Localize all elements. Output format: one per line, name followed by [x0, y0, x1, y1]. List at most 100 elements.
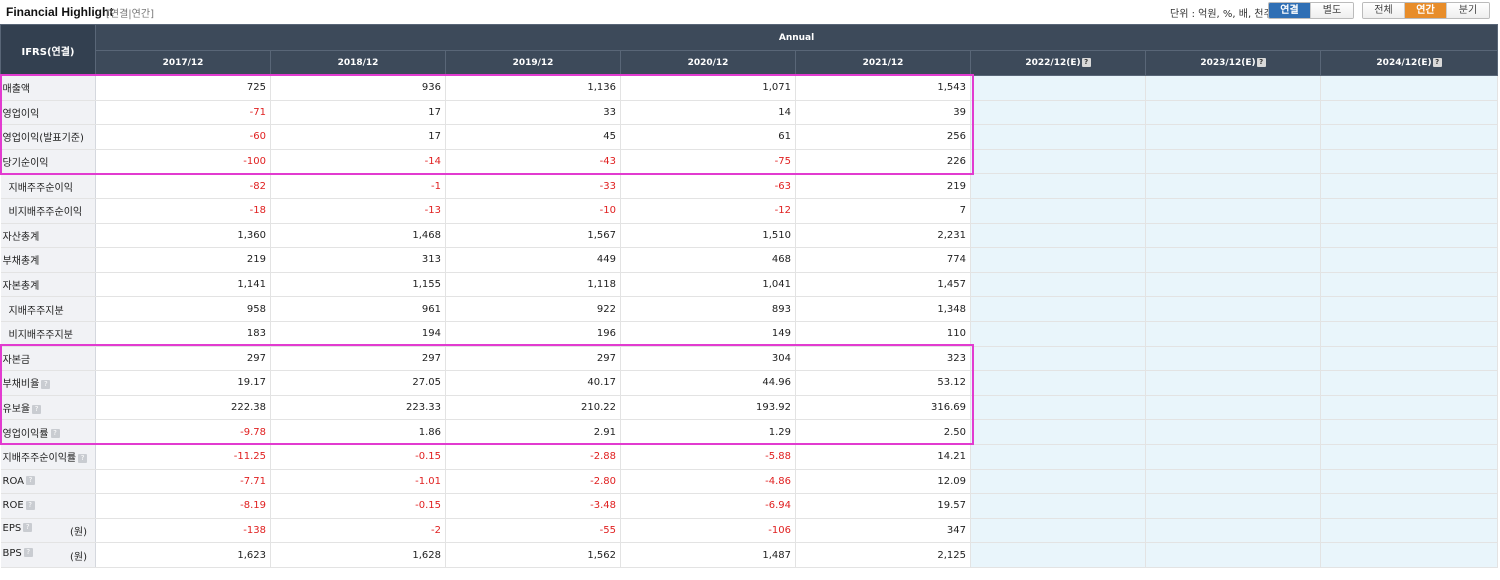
value-cell: -138 [95, 518, 271, 544]
all-periods-button[interactable]: 전체 [1363, 3, 1405, 18]
table-row: 유보율? 222.38 223.33 210.22 193.92 316.69 [0, 395, 1499, 421]
value-cell: 2,231 [795, 223, 971, 249]
estimate-cell [1145, 223, 1321, 249]
estimate-cell [1145, 296, 1321, 322]
table-row: 자본총계 1,141 1,155 1,118 1,041 1,457 [0, 272, 1499, 298]
value-cell: 1,510 [620, 223, 796, 249]
value-cell: 449 [445, 247, 621, 273]
column-header: 2019/12 [445, 50, 621, 76]
help-icon[interactable]: ? [41, 379, 51, 389]
table-row: 부채총계 219 313 449 468 774 [0, 247, 1499, 273]
column-header-label: 2021/12 [862, 58, 904, 68]
help-icon[interactable]: ? [25, 500, 35, 510]
estimate-cell [1320, 272, 1499, 298]
row-label-text: ROE [2, 500, 24, 512]
table-row: 영업이익률? -9.78 1.86 2.91 1.29 2.50 [0, 419, 1499, 445]
quarterly-button[interactable]: 분기 [1447, 3, 1489, 18]
annual-button[interactable]: 연간 [1405, 3, 1447, 18]
value-cell: -2.80 [445, 469, 621, 495]
estimate-cell [970, 247, 1146, 273]
value-cell: -2 [270, 518, 446, 544]
help-icon[interactable]: ? [25, 476, 35, 486]
estimate-cell [970, 198, 1146, 224]
estimate-cell [1320, 124, 1499, 150]
value-cell: -55 [445, 518, 621, 544]
value-cell: -43 [445, 149, 621, 175]
consolidated-button[interactable]: 연결 [1269, 3, 1311, 18]
value-cell: 226 [795, 149, 971, 175]
row-label: 매출액 [0, 75, 96, 101]
column-header-label: 2020/12 [687, 58, 729, 68]
row-label: 부채비율? [0, 370, 96, 396]
value-cell: 149 [620, 321, 796, 347]
row-label: EPS? (원) [0, 518, 96, 544]
help-icon[interactable]: ? [1081, 58, 1091, 67]
value-cell: -75 [620, 149, 796, 175]
row-unit: (원) [69, 526, 87, 538]
value-cell: 219 [795, 173, 971, 199]
value-cell: -13 [270, 198, 446, 224]
value-cell: 725 [95, 75, 271, 101]
value-cell: -6.94 [620, 493, 796, 519]
value-cell: 12.09 [795, 469, 971, 495]
table-row: BPS? (원) 1,623 1,628 1,562 1,487 2,125 [0, 542, 1499, 568]
value-cell: 40.17 [445, 370, 621, 396]
help-icon[interactable]: ? [23, 548, 33, 558]
value-cell: -106 [620, 518, 796, 544]
column-header: 2017/12 [95, 50, 271, 76]
value-cell: -63 [620, 173, 796, 199]
estimate-cell [970, 395, 1146, 421]
estimate-cell [1320, 444, 1499, 470]
value-cell: 196 [445, 321, 621, 347]
value-cell: -33 [445, 173, 621, 199]
help-icon[interactable]: ? [1432, 58, 1442, 67]
value-cell: -82 [95, 173, 271, 199]
estimate-cell [1320, 395, 1499, 421]
row-label: 지배주주지분 [0, 296, 96, 322]
table-row: 부채비율? 19.17 27.05 40.17 44.96 53.12 [0, 370, 1499, 396]
help-icon[interactable]: ? [78, 453, 88, 463]
table-row: 비지배주주지분 183 194 196 149 110 [0, 321, 1499, 347]
help-icon[interactable]: ? [50, 429, 60, 439]
row-label-text: 부채비율 [2, 379, 40, 391]
estimate-cell [970, 173, 1146, 199]
table-row: 자본금 297 297 297 304 323 [0, 346, 1499, 372]
estimate-cell [1320, 296, 1499, 322]
value-cell: 193.92 [620, 395, 796, 421]
value-cell: 922 [445, 296, 621, 322]
estimate-cell [1145, 518, 1321, 544]
table-row: 지배주주순이익률? -11.25 -0.15 -2.88 -5.88 14.21 [0, 444, 1499, 470]
help-icon[interactable]: ? [32, 404, 42, 414]
row-label-text: EPS [2, 522, 22, 534]
value-cell: 1,155 [270, 272, 446, 298]
value-cell: 39 [795, 100, 971, 126]
value-cell: -8.19 [95, 493, 271, 519]
row-label: 당기순이익 [0, 149, 96, 175]
value-cell: 14.21 [795, 444, 971, 470]
value-cell: 223.33 [270, 395, 446, 421]
value-cell: -100 [95, 149, 271, 175]
table-row: EPS? (원) -138 -2 -55 -106 347 [0, 518, 1499, 544]
value-cell: 1.29 [620, 419, 796, 445]
row-label: 유보율? [0, 395, 96, 421]
row-label-text: 자본금 [2, 354, 31, 366]
value-cell: 183 [95, 321, 271, 347]
value-cell: 323 [795, 346, 971, 372]
estimate-cell [970, 272, 1146, 298]
row-label: BPS? (원) [0, 542, 96, 568]
separate-button[interactable]: 별도 [1311, 3, 1353, 18]
row-label-text: 영업이익률 [2, 428, 49, 440]
estimate-cell [1145, 346, 1321, 372]
help-icon[interactable]: ? [1256, 58, 1266, 67]
estimate-cell [1145, 444, 1321, 470]
row-label-text: 지배주주지분 [8, 305, 64, 317]
value-cell: 1,487 [620, 542, 796, 568]
value-cell: 316.69 [795, 395, 971, 421]
row-label: 자산총계 [0, 223, 96, 249]
value-cell: 1,628 [270, 542, 446, 568]
value-cell: 194 [270, 321, 446, 347]
row-label: 자본총계 [0, 272, 96, 298]
value-cell: 1.86 [270, 419, 446, 445]
value-cell: -2.88 [445, 444, 621, 470]
help-icon[interactable]: ? [23, 523, 33, 533]
